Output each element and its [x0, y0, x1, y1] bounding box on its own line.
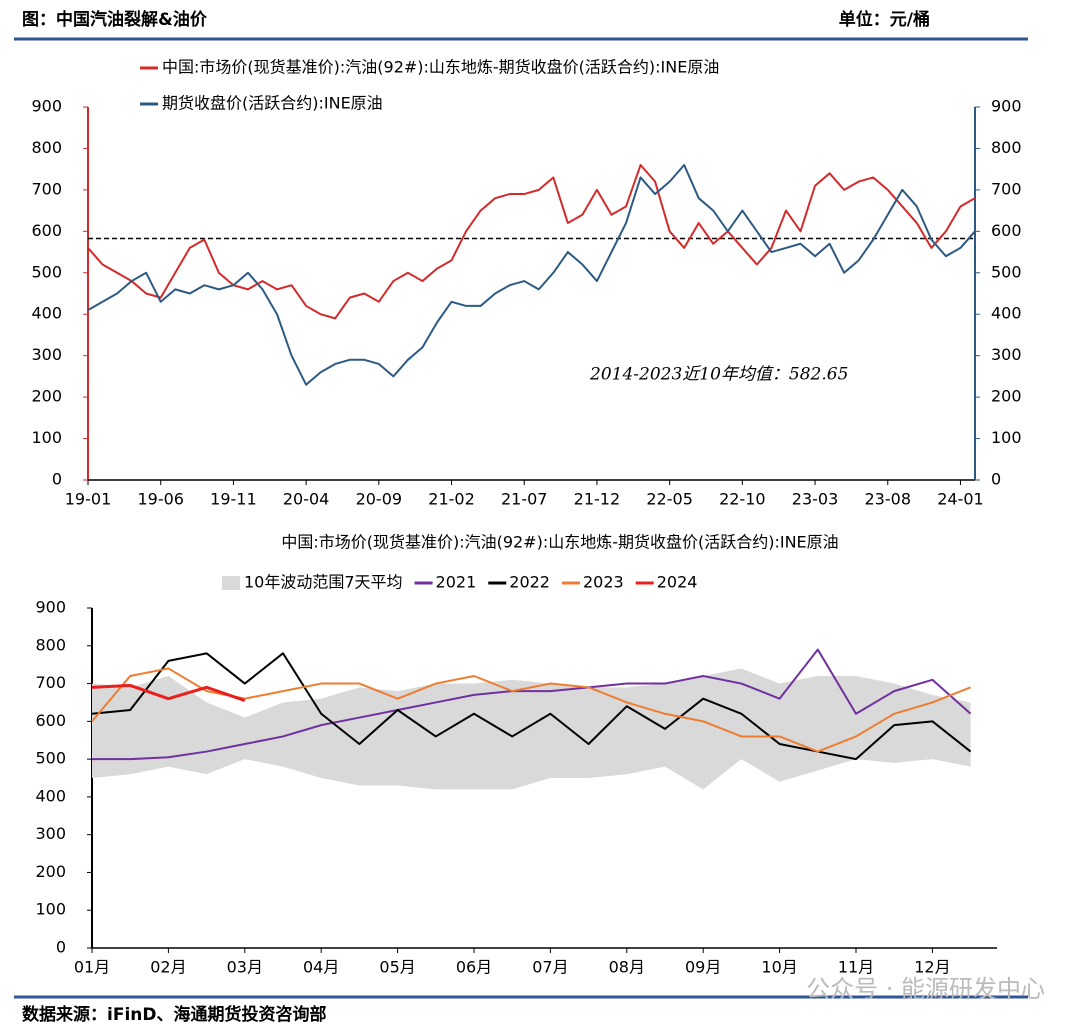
x-tick-label: 21-02	[428, 490, 475, 509]
y-tick-label: 0	[52, 470, 62, 489]
x-tick-label: 01月	[74, 958, 110, 977]
y-tick-label: 100	[31, 428, 62, 447]
figure-title: 图：中国汽油裂解&油价	[22, 9, 208, 30]
y-tick-label: 800	[31, 138, 62, 157]
x-tick-label: 04月	[303, 958, 339, 977]
y-tick-label: 400	[35, 786, 66, 805]
y-tick-label: 900	[31, 97, 62, 116]
y2-tick-label: 0	[991, 470, 1001, 489]
series-line	[92, 648, 972, 761]
x-tick-label: 23-08	[865, 490, 912, 509]
y-tick-label: 600	[35, 711, 66, 730]
x-tick-label: 06月	[456, 958, 492, 977]
y-tick-label: 500	[31, 262, 62, 281]
y2-tick-label: 500	[991, 262, 1022, 281]
y2-tick-label: 900	[991, 97, 1022, 116]
y-tick-label: 400	[31, 304, 62, 323]
y-tick-label: 300	[35, 824, 66, 843]
x-tick-label: 20-04	[283, 490, 330, 509]
y2-tick-label: 700	[991, 179, 1022, 198]
series-line	[91, 652, 972, 761]
reference-label: 2014-2023近10年均值：582.65	[589, 365, 848, 385]
y-tick-label: 700	[35, 673, 66, 692]
x-tick-label: 21-12	[574, 490, 621, 509]
y2-tick-label: 400	[991, 304, 1022, 323]
x-tick-label: 19-06	[137, 490, 184, 509]
y-tick-label: 300	[31, 345, 62, 364]
x-tick-label: 19-11	[210, 490, 257, 509]
legend-label: 2022	[509, 573, 550, 592]
watermark: 公众号 · 能源研发中心	[806, 975, 1045, 1003]
y-tick-label: 900	[35, 598, 66, 617]
legend-label: 10年波动范围7天平均	[244, 573, 403, 592]
x-tick-label: 23-03	[792, 490, 839, 509]
x-tick-label: 20-09	[356, 490, 403, 509]
y-tick-label: 200	[31, 387, 62, 406]
y-tick-label: 0	[56, 938, 66, 957]
y-tick-label: 700	[31, 179, 62, 198]
range-band	[92, 668, 971, 790]
source-note: 数据来源：iFinD、海通期货投资咨询部	[22, 1004, 326, 1025]
legend-label: 2024	[657, 573, 698, 592]
x-tick-label: 19-01	[65, 490, 112, 509]
x-tick-label: 11月	[838, 958, 874, 977]
x-tick-label: 09月	[685, 958, 721, 977]
legend-label: 2023	[583, 573, 624, 592]
x-tick-label: 03月	[227, 958, 263, 977]
x-tick-label: 22-10	[719, 490, 766, 509]
y2-tick-label: 200	[991, 387, 1022, 406]
y-tick-label: 100	[35, 900, 66, 919]
y2-tick-label: 600	[991, 221, 1022, 240]
y-tick-label: 200	[35, 862, 66, 881]
x-tick-label: 07月	[532, 958, 568, 977]
x-tick-label: 24-01	[937, 490, 984, 509]
x-tick-label: 08月	[609, 958, 645, 977]
x-tick-label: 10月	[761, 958, 797, 977]
x-tick-label: 22-05	[646, 490, 693, 509]
legend-label: 2021	[436, 573, 477, 592]
y-tick-label: 600	[31, 221, 62, 240]
legend-swatch	[222, 576, 240, 590]
series-line	[87, 164, 976, 320]
legend-label: 中国:市场价(现货基准价):汽油(92#):山东地炼-期货收盘价(活跃合约):I…	[162, 58, 719, 77]
x-tick-label: 05月	[379, 958, 415, 977]
unit-label: 单位：元/桶	[839, 9, 930, 30]
chart-title: 中国:市场价(现货基准价):汽油(92#):山东地炼-期货收盘价(活跃合约):I…	[281, 533, 838, 552]
y2-tick-label: 800	[991, 138, 1022, 157]
y-tick-label: 800	[35, 635, 66, 654]
y-tick-label: 500	[35, 749, 66, 768]
y2-tick-label: 300	[991, 345, 1022, 364]
series-line	[91, 683, 246, 702]
legend-label: 期货收盘价(活跃合约):INE原油	[162, 94, 383, 113]
x-tick-label: 21-07	[501, 490, 548, 509]
x-tick-label: 02月	[150, 958, 186, 977]
y2-tick-label: 100	[991, 428, 1022, 447]
series-line	[87, 164, 976, 386]
x-tick-label: 12月	[914, 958, 950, 977]
